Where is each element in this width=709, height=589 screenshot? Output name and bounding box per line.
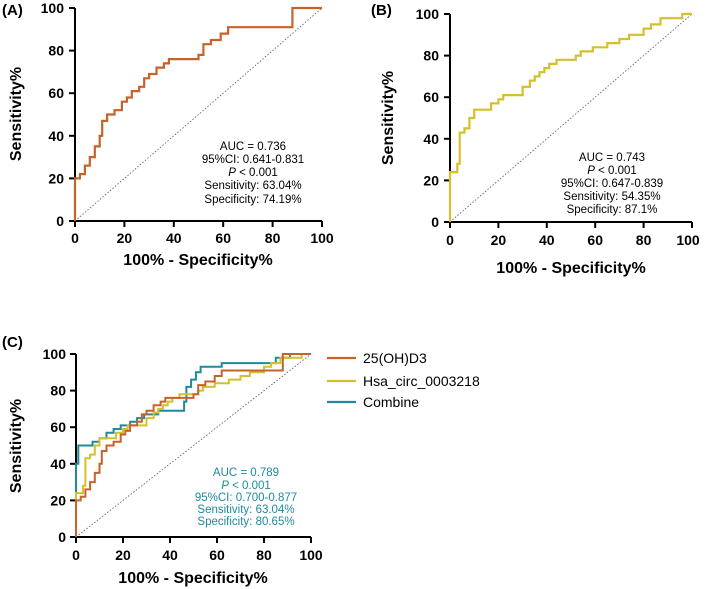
panel-c-sensitivity: Sensitivity: 63.04% bbox=[197, 504, 294, 516]
panel-b-x-axis bbox=[449, 221, 693, 228]
panel-a-ytick-label-80: 80 bbox=[48, 43, 64, 59]
panel-c-pvalue: P < 0.001 bbox=[221, 480, 271, 492]
panel-a-x-title: 100% - Specificity% bbox=[123, 252, 272, 269]
panel-c-ci: 95%CI: 0.700-0.877 bbox=[195, 492, 297, 504]
panel-c-series-circ bbox=[75, 353, 311, 537]
panel-c-xtick-label-0: 0 bbox=[72, 547, 80, 563]
panel-b-xtick-label-40: 40 bbox=[539, 232, 555, 248]
panel-b-ci: 95%CI: 0.647-0.839 bbox=[561, 178, 663, 190]
panel-c-xtick-label-20: 20 bbox=[115, 547, 131, 563]
panel-c-auc: AUC = 0.789 bbox=[213, 467, 279, 479]
panel-c-diagonal bbox=[75, 353, 312, 538]
panel-b-specificity: Specificity: 87.1% bbox=[567, 204, 658, 216]
panel-b-xtick-label-60: 60 bbox=[587, 232, 603, 248]
panel-a-sensitivity: Sensitivity: 63.04% bbox=[204, 180, 301, 192]
panel-b-p-symbol: P bbox=[587, 165, 595, 177]
panel-a: (A) 0 20 40 60 80 100 bbox=[2, 0, 334, 269]
panel-b: (B) 0 20 40 60 80 100 bbox=[371, 2, 700, 277]
panel-b-xtick-label-100: 100 bbox=[676, 232, 700, 248]
panel-c-ytick-label-20: 20 bbox=[50, 492, 66, 508]
panel-a-ytick-label-20: 20 bbox=[48, 170, 64, 186]
panel-b-p-value: < 0.001 bbox=[595, 165, 637, 177]
panel-a-xtick-label-0: 0 bbox=[71, 230, 79, 246]
panel-a-x-axis bbox=[74, 220, 323, 227]
panel-c-p-value: < 0.001 bbox=[229, 480, 271, 492]
panel-c-label: (C) bbox=[2, 334, 23, 351]
panel-a-xtick-label-40: 40 bbox=[166, 230, 182, 246]
panel-b-auc: AUC = 0.743 bbox=[579, 152, 645, 164]
panel-a-ytick-label-0: 0 bbox=[56, 213, 64, 229]
panel-a-ytick-label-60: 60 bbox=[48, 85, 64, 101]
panel-c-ytick-label-60: 60 bbox=[50, 419, 66, 435]
panel-b-pvalue: P < 0.001 bbox=[587, 165, 637, 177]
panel-a-label: (A) bbox=[2, 2, 23, 19]
panel-b-xtick-label-20: 20 bbox=[491, 232, 507, 248]
panel-a-series-25ohd3 bbox=[73, 6, 322, 221]
legend-label-circ: Hsa_circ_0003218 bbox=[363, 373, 480, 389]
panel-b-ytick-label-100: 100 bbox=[416, 6, 440, 22]
panel-c-ytick-label-40: 40 bbox=[50, 456, 66, 472]
panel-b-diagonal bbox=[449, 13, 693, 223]
panel-a-ytick-label-100: 100 bbox=[41, 0, 65, 16]
panel-a-xtick-label-100: 100 bbox=[310, 230, 334, 246]
legend-label-25ohd3: 25(OH)D3 bbox=[363, 350, 427, 366]
panel-b-ytick-label-20: 20 bbox=[423, 172, 439, 188]
panel-a-xtick-label-20: 20 bbox=[117, 230, 133, 246]
panel-b-series-circ bbox=[448, 12, 692, 222]
panel-b-ytick-label-0: 0 bbox=[431, 214, 439, 230]
panel-c-p-symbol: P bbox=[221, 480, 229, 492]
panel-a-diagonal bbox=[74, 7, 323, 222]
panel-a-ci: 95%CI: 0.641-0.831 bbox=[202, 154, 304, 166]
panel-c-xtick-label-40: 40 bbox=[162, 547, 178, 563]
panel-a-auc: AUC = 0.736 bbox=[220, 141, 286, 153]
panel-c-y-title: Sensitivity% bbox=[8, 399, 25, 493]
panel-a-pvalue: P < 0.001 bbox=[228, 167, 278, 179]
panel-c-ytick-label-0: 0 bbox=[58, 529, 66, 545]
panel-b-y-title: Sensitivity% bbox=[380, 71, 397, 165]
panel-b-xtick-label-80: 80 bbox=[636, 232, 652, 248]
panel-c-ytick-label-80: 80 bbox=[50, 383, 66, 399]
panel-c-ytick-label-100: 100 bbox=[43, 346, 67, 362]
panel-c-x-axis bbox=[75, 536, 312, 543]
panel-a-y-title: Sensitivity% bbox=[8, 67, 25, 161]
panel-c-xtick-label-100: 100 bbox=[299, 547, 323, 563]
panel-b-xtick-label-0: 0 bbox=[446, 232, 454, 248]
panel-b-x-title: 100% - Specificity% bbox=[496, 260, 645, 277]
panel-b-label: (B) bbox=[371, 2, 392, 19]
panel-b-ytick-label-40: 40 bbox=[423, 131, 439, 147]
panel-a-specificity: Specificity: 74.19% bbox=[204, 194, 301, 206]
panel-c-series-25ohd3 bbox=[75, 353, 311, 537]
panel-c: (C) 0 20 40 60 80 100 bbox=[2, 334, 480, 587]
legend-label-combine: Combine bbox=[363, 394, 419, 410]
panel-c-xtick-label-80: 80 bbox=[256, 547, 272, 563]
panel-c-xtick-label-60: 60 bbox=[209, 547, 225, 563]
panel-c-specificity: Specificity: 80.65% bbox=[197, 516, 294, 528]
panel-b-ytick-label-60: 60 bbox=[423, 89, 439, 105]
panel-a-p-symbol: P bbox=[228, 167, 236, 179]
panel-a-xtick-label-60: 60 bbox=[215, 230, 231, 246]
panel-c-legend: 25(OH)D3 Hsa_circ_0003218 Combine bbox=[327, 350, 480, 410]
panel-b-ytick-label-80: 80 bbox=[423, 48, 439, 64]
panel-a-xtick-label-80: 80 bbox=[265, 230, 281, 246]
panel-a-p-value: < 0.001 bbox=[236, 167, 278, 179]
panel-a-ytick-label-40: 40 bbox=[48, 128, 64, 144]
panel-c-x-title: 100% - Specificity% bbox=[118, 570, 267, 587]
panel-b-sensitivity: Sensitivity: 54.35% bbox=[563, 191, 660, 203]
